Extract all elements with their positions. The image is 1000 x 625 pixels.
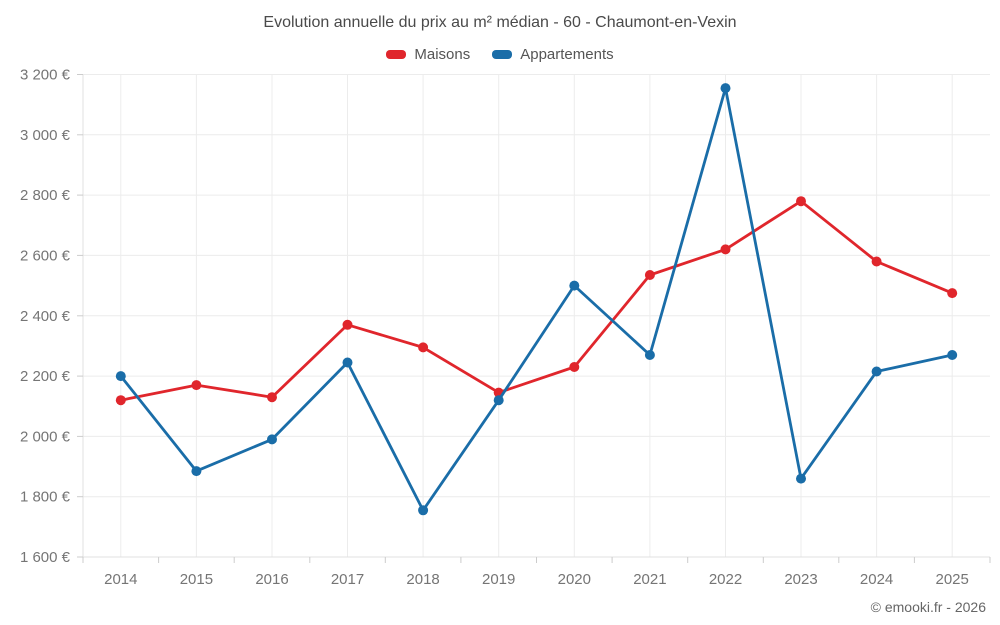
y-axis-label: 1 800 € — [20, 489, 71, 506]
data-point-appartements-2018[interactable] — [418, 505, 429, 516]
data-point-appartements-2023[interactable] — [796, 473, 806, 484]
maisons-swatch-icon — [386, 50, 407, 59]
series-line-appartements — [119, 86, 954, 512]
x-axis-label: 2024 — [860, 571, 893, 588]
y-axis-label: 3 200 € — [20, 67, 71, 84]
data-point-maisons-2020[interactable] — [569, 362, 580, 372]
data-point-appartements-2020[interactable] — [569, 280, 580, 291]
data-point-maisons-2021[interactable] — [644, 270, 655, 280]
data-point-maisons-2022[interactable] — [720, 244, 731, 255]
x-axis-label: 2018 — [406, 571, 439, 588]
x-axis-label: 2023 — [784, 571, 817, 588]
copyright-notice: © emooki.fr - 2026 — [870, 599, 986, 615]
y-axis-label: 2 000 € — [20, 428, 71, 445]
series-line-maisons — [119, 199, 954, 402]
data-point-appartements-2016[interactable] — [267, 434, 277, 445]
legend-label-maisons: Maisons — [414, 46, 471, 63]
x-axis-label: 2017 — [331, 571, 364, 588]
data-point-appartements-2022[interactable] — [720, 83, 731, 94]
x-axis-label: 2016 — [255, 571, 288, 588]
chart-legend: Maisons Appartements — [0, 46, 1000, 63]
data-point-appartements-2019[interactable] — [493, 395, 504, 406]
data-point-appartements-2025[interactable] — [947, 350, 958, 360]
x-axis-label: 2014 — [104, 571, 137, 588]
data-point-appartements-2015[interactable] — [191, 466, 202, 477]
data-point-maisons-2017[interactable] — [342, 319, 353, 330]
x-axis-label: 2022 — [709, 571, 742, 588]
chart-title: Evolution annuelle du prix au m² médian … — [263, 14, 737, 31]
data-point-maisons-2015[interactable] — [191, 380, 202, 391]
data-point-maisons-2016[interactable] — [267, 392, 277, 403]
x-axis-label: 2019 — [482, 571, 515, 588]
x-axis-label: 2025 — [936, 571, 969, 588]
y-axis-label: 2 800 € — [20, 187, 71, 204]
data-point-appartements-2014[interactable] — [115, 371, 126, 382]
data-point-maisons-2023[interactable] — [796, 196, 806, 207]
y-axis-label: 2 400 € — [20, 308, 71, 325]
legend-item-maisons[interactable]: Maisons — [386, 46, 470, 63]
data-point-appartements-2021[interactable] — [644, 350, 655, 360]
data-point-appartements-2024[interactable] — [871, 366, 882, 377]
data-point-maisons-2025[interactable] — [947, 288, 958, 299]
y-axis-label: 2 600 € — [20, 247, 71, 264]
data-point-maisons-2014[interactable] — [115, 395, 126, 406]
x-axis-label: 2021 — [633, 571, 666, 588]
legend-item-appartements[interactable]: Appartements — [492, 46, 614, 63]
x-axis-label: 2015 — [180, 571, 213, 588]
y-axis-label: 1 600 € — [20, 549, 71, 566]
x-axis-label: 2020 — [558, 571, 591, 588]
data-point-appartements-2017[interactable] — [342, 357, 353, 368]
data-point-maisons-2024[interactable] — [871, 256, 882, 267]
data-point-maisons-2018[interactable] — [418, 342, 429, 353]
y-axis-label: 2 200 € — [20, 368, 71, 385]
legend-label-appartements: Appartements — [520, 46, 614, 63]
appartements-swatch-icon — [492, 50, 513, 59]
y-axis-label: 3 000 € — [20, 127, 71, 144]
